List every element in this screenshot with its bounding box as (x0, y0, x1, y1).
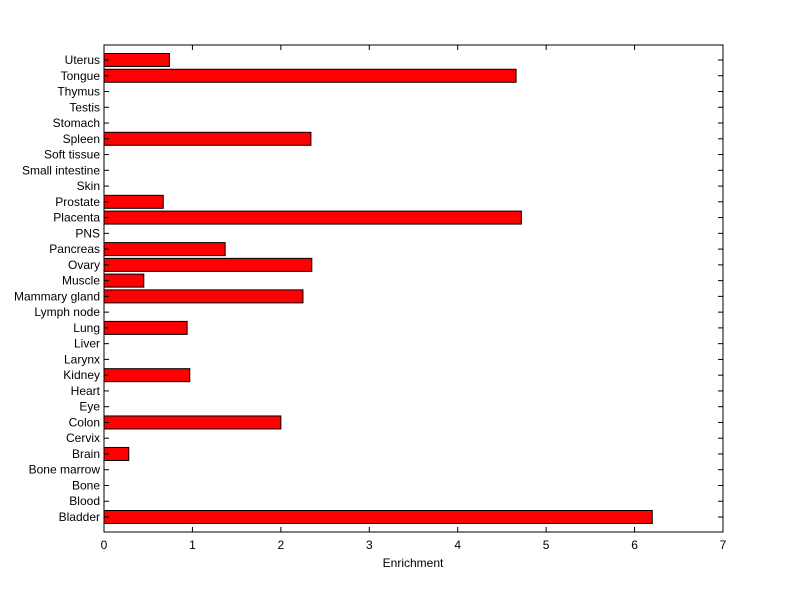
bar-muscle (103, 273, 145, 288)
bar-prostate (103, 194, 164, 209)
bar-mammary-gland (103, 289, 304, 304)
y-tick-label-kidney: Kidney (63, 368, 100, 382)
y-tick-label-spleen: Spleen (63, 132, 100, 146)
y-tick-label-soft-tissue: Soft tissue (44, 148, 100, 162)
y-tick-label-pns: PNS (75, 226, 100, 240)
x-tick-label-6: 6 (631, 538, 638, 552)
y-tick-label-muscle: Muscle (62, 274, 100, 288)
y-tick-label-prostate: Prostate (55, 195, 100, 209)
y-tick-label-heart: Heart (71, 384, 101, 398)
x-axis-title: Enrichment (383, 556, 444, 570)
x-tick-label-5: 5 (543, 538, 550, 552)
y-tick-label-tongue: Tongue (61, 69, 101, 83)
y-tick-label-testis: Testis (69, 100, 100, 114)
y-tick-label-larynx: Larynx (64, 352, 100, 366)
y-tick-label-uterus: Uterus (65, 53, 100, 67)
plot-area (103, 44, 724, 533)
bar-ovary (103, 257, 313, 272)
bar-tongue (103, 68, 517, 83)
bar-colon (103, 415, 282, 430)
y-tick-label-bone: Bone (72, 478, 100, 492)
y-tick-label-bladder: Bladder (59, 510, 100, 524)
y-tick-label-bone-marrow: Bone marrow (29, 463, 101, 477)
x-tick-label-3: 3 (366, 538, 373, 552)
y-tick-label-mammary-gland: Mammary gland (14, 289, 100, 303)
y-tick-label-thymus: Thymus (57, 85, 100, 99)
y-tick-label-lymph-node: Lymph node (34, 305, 100, 319)
x-tick-label-0: 0 (101, 538, 108, 552)
y-tick-label-stomach: Stomach (53, 116, 100, 130)
y-tick-label-blood: Blood (69, 494, 100, 508)
y-tick-label-liver: Liver (74, 337, 100, 351)
y-tick-label-placenta: Placenta (53, 211, 100, 225)
bar-kidney (103, 368, 191, 383)
x-tick-label-4: 4 (454, 538, 461, 552)
y-tick-label-eye: Eye (79, 400, 100, 414)
x-tick-label-7: 7 (720, 538, 727, 552)
x-axis-ticks: 0 1 2 3 4 5 6 7 (101, 45, 727, 552)
y-tick-label-pancreas: Pancreas (49, 242, 100, 256)
bar-bladder (103, 510, 653, 524)
x-tick-label-1: 1 (189, 538, 196, 552)
bar-pancreas (103, 242, 226, 257)
bar-placenta (103, 210, 522, 225)
bar-spleen (103, 131, 312, 146)
y-tick-label-small-intestine: Small intestine (22, 163, 100, 177)
bar-lung (103, 320, 188, 335)
x-tick-label-2: 2 (278, 538, 285, 552)
y-tick-label-lung: Lung (73, 321, 100, 335)
bar-uterus (103, 53, 170, 67)
y-tick-label-brain: Brain (72, 447, 100, 461)
y-tick-label-colon: Colon (69, 415, 100, 429)
y-tick-label-skin: Skin (77, 179, 100, 193)
y-tick-label-ovary: Ovary (68, 258, 100, 272)
y-tick-label-cervix: Cervix (66, 431, 100, 445)
